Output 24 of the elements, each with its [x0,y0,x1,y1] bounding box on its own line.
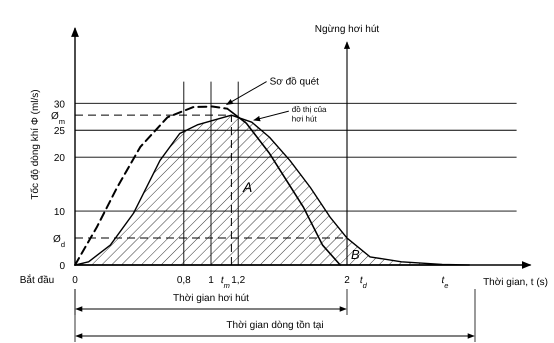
x-axis-title: Thời gian, t (s) [483,277,548,288]
annotation: B [351,247,360,262]
x-tick-label: t$_{d}$ [360,275,368,290]
y-tick-label: 10 [54,207,66,218]
y-tick-label: 20 [54,153,66,164]
ref-line-label: Ø$_{m}$ [50,111,65,126]
text: Thời gian dòng tồn tại [226,320,324,331]
x-tick-label: 2 [344,275,350,286]
ref-line-label: t$_{m}$ [220,275,230,290]
annotation: đồ thị của hơi hút [292,105,328,124]
annotation: Sơ đồ quét [270,76,320,88]
x-tick-label: 1,2 [231,275,246,286]
annotation: Bắt đầu [20,274,54,286]
x-tick-label: 0,8 [176,275,192,286]
y-axis-title: Tốc độ dòng khí Φ (ml/s) [30,89,41,200]
y-tick-label: 25 [54,126,66,138]
y-tick-label: 30 [54,99,66,110]
ref-line-label: Ngừng hơi hút [314,24,380,35]
ref-line-label: Ø$_{d}$ [53,234,65,249]
text: Thời gian hơi hút [173,293,250,304]
y-tick-label: 0 [59,261,66,272]
x-tick-label: t$_{e}$ [441,275,448,290]
x-tick-label: 1 [208,275,214,286]
x-tick-label: 0 [72,275,78,286]
